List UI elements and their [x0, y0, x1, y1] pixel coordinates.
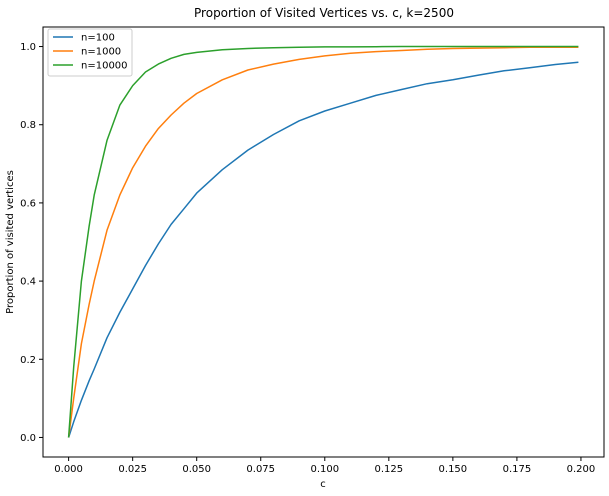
x-tick-label: 0.025	[118, 464, 147, 475]
x-tick-label: 0.100	[310, 464, 339, 475]
legend-label: n=10000	[81, 61, 128, 72]
y-tick-label: 0.0	[20, 433, 36, 444]
y-axis-label: Proportion of visited vertices	[5, 170, 16, 314]
y-tick-label: 0.6	[20, 198, 36, 209]
y-tick-label: 1.0	[20, 42, 36, 53]
x-tick-label: 0.150	[439, 464, 468, 475]
y-tick-label: 0.8	[20, 120, 36, 131]
chart-title: Proportion of Visited Vertices vs. c, k=…	[194, 6, 454, 20]
y-tick-label: 0.4	[20, 277, 36, 288]
x-axis-label: c	[320, 479, 326, 490]
x-tick-label: 0.175	[503, 464, 532, 475]
x-tick-label: 0.000	[54, 464, 83, 475]
x-tick-label: 0.075	[246, 464, 275, 475]
x-tick-label: 0.050	[182, 464, 211, 475]
legend: n=100 n=1000 n=10000	[48, 29, 132, 76]
legend-label: n=1000	[81, 47, 121, 58]
x-tick-label: 0.200	[567, 464, 596, 475]
x-tick-label: 0.125	[375, 464, 404, 475]
y-tick-label: 0.2	[20, 355, 36, 366]
legend-label: n=100	[81, 33, 115, 44]
